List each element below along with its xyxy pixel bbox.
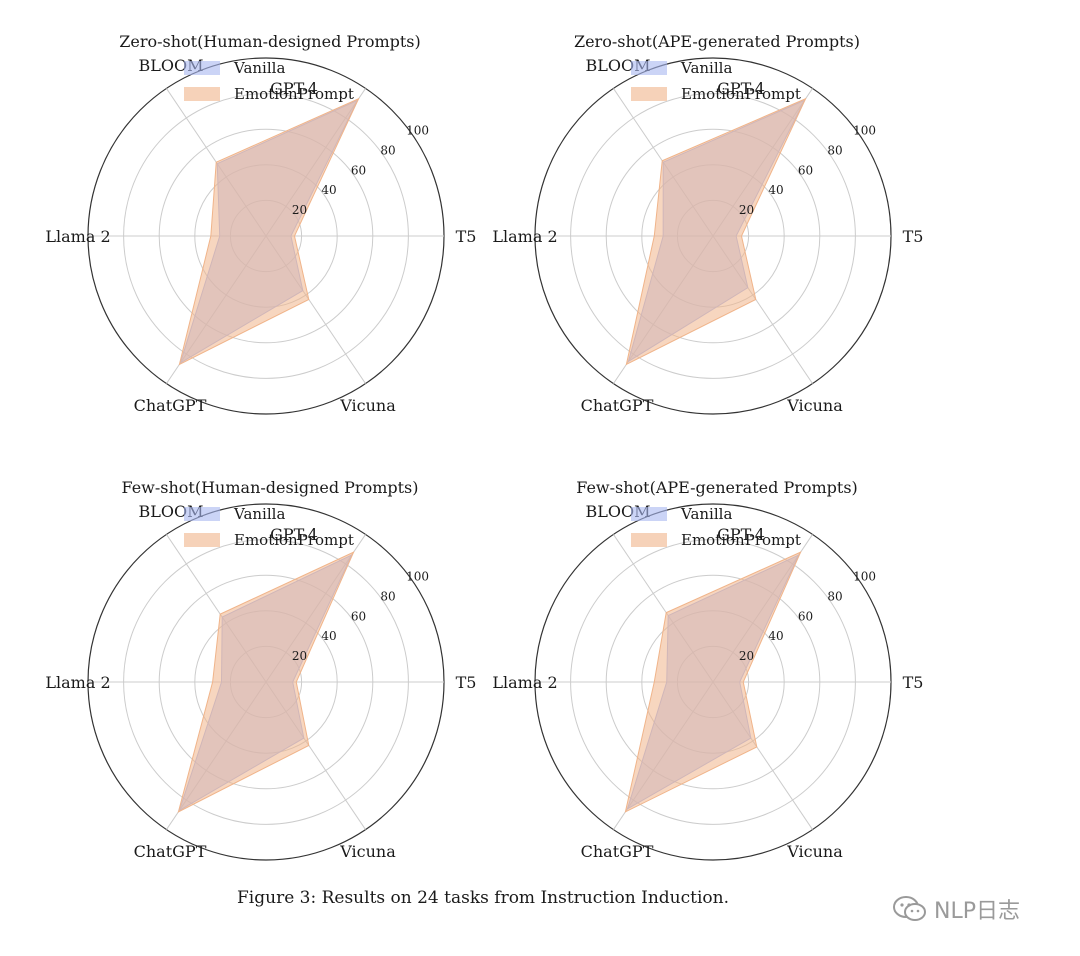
axis-label: Vicuna <box>339 396 396 415</box>
chart-title: Zero-shot(Human-designed Prompts) <box>119 32 421 51</box>
legend: Vanilla EmotionPrompt <box>184 505 354 549</box>
legend-swatch <box>631 533 667 547</box>
radial-tick-label: 100 <box>406 569 429 583</box>
axis-label: GPT-4 <box>717 525 765 544</box>
legend-swatch <box>184 507 220 521</box>
series-emotionprompt-area <box>178 97 360 366</box>
legend-label: Vanilla <box>680 59 732 77</box>
legend-swatch <box>631 87 667 101</box>
radial-tick-label: 100 <box>853 123 876 137</box>
radial-tick-label: 80 <box>827 143 842 157</box>
legend: Vanilla EmotionPrompt <box>631 505 801 549</box>
axis-label: T5 <box>456 673 477 692</box>
radial-tick-label: 100 <box>406 123 429 137</box>
radial-tick-label: 100 <box>853 569 876 583</box>
axis-label: GPT-4 <box>717 79 765 98</box>
legend-label: EmotionPrompt <box>681 531 801 549</box>
radial-tick-label: 20 <box>739 649 754 663</box>
radial-tick-label: 80 <box>380 589 395 603</box>
legend-label: Vanilla <box>680 505 732 523</box>
axis-label: ChatGPT <box>581 396 654 415</box>
radial-tick-label: 40 <box>768 629 783 643</box>
radial-tick-label: 60 <box>798 609 813 623</box>
legend-label: Vanilla <box>233 59 285 77</box>
radial-tick-label: 40 <box>768 183 783 197</box>
axis-label: T5 <box>903 227 924 246</box>
axis-label: T5 <box>456 227 477 246</box>
legend-label: EmotionPrompt <box>234 531 354 549</box>
figure-caption: Figure 3: Results on 24 tasks from Instr… <box>237 888 729 908</box>
radial-tick-label: 80 <box>827 589 842 603</box>
axis-label: GPT-4 <box>270 79 318 98</box>
axis-label: ChatGPT <box>581 842 654 861</box>
legend-swatch <box>184 533 220 547</box>
wechat-icon <box>893 896 926 921</box>
radial-tick-label: 40 <box>321 629 336 643</box>
series-emotionprompt-area <box>177 551 355 813</box>
series-emotionprompt-area <box>624 551 802 813</box>
axis-label: Vicuna <box>786 396 843 415</box>
legend-swatch <box>184 87 220 101</box>
axis-label: Llama 2 <box>45 227 110 246</box>
radial-tick-label: 20 <box>292 203 307 217</box>
radial-tick-label: 20 <box>739 203 754 217</box>
axis-label: Llama 2 <box>492 227 557 246</box>
radial-tick-label: 60 <box>351 609 366 623</box>
axis-label: Vicuna <box>786 842 843 861</box>
radial-tick-label: 80 <box>380 143 395 157</box>
axis-label: Vicuna <box>339 842 396 861</box>
axis-label: GPT-4 <box>270 525 318 544</box>
watermark-text: NLP日志 <box>934 899 1020 924</box>
legend-label: EmotionPrompt <box>681 85 801 103</box>
chart-title: Few-shot(APE-generated Prompts) <box>576 478 858 497</box>
legend-label: EmotionPrompt <box>234 85 354 103</box>
radial-tick-label: 40 <box>321 183 336 197</box>
axis-label: T5 <box>903 673 924 692</box>
legend-swatch <box>184 61 220 75</box>
series-emotionprompt-area <box>625 97 807 366</box>
axis-label: Llama 2 <box>45 673 110 692</box>
legend-swatch <box>631 507 667 521</box>
watermark: NLP日志 <box>892 892 1020 926</box>
legend-swatch <box>631 61 667 75</box>
radial-tick-label: 20 <box>292 649 307 663</box>
legend: Vanilla EmotionPrompt <box>184 59 354 103</box>
axis-label: Llama 2 <box>492 673 557 692</box>
axis-label: ChatGPT <box>134 396 207 415</box>
axis-label: ChatGPT <box>134 842 207 861</box>
legend: Vanilla EmotionPrompt <box>631 59 801 103</box>
legend-label: Vanilla <box>233 505 285 523</box>
radial-tick-label: 60 <box>351 163 366 177</box>
chart-title: Few-shot(Human-designed Prompts) <box>121 478 418 497</box>
radial-tick-label: 60 <box>798 163 813 177</box>
chart-title: Zero-shot(APE-generated Prompts) <box>574 32 860 51</box>
